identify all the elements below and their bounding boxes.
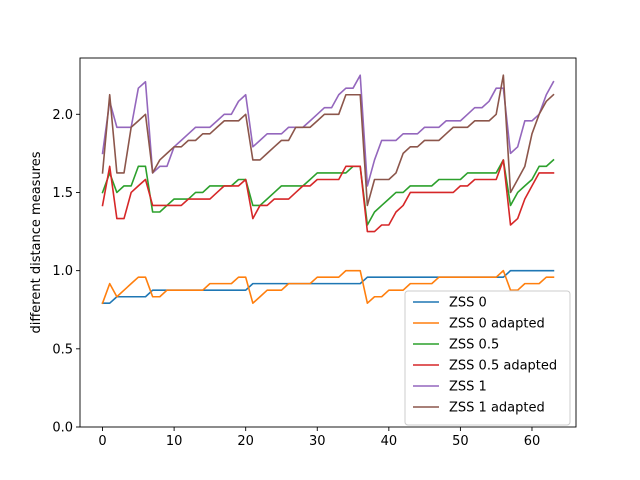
- legend-entry: ZSS 0: [449, 296, 487, 311]
- y-axis-label: different distance measures: [29, 151, 44, 333]
- series-line-5: [101, 74, 555, 187]
- y-tick-label: 1.0: [52, 264, 73, 279]
- series-layer: [101, 74, 555, 305]
- x-tick-label: 50: [452, 434, 469, 449]
- legend-entry: ZSS 0.5: [449, 338, 499, 353]
- x-tick-label: 30: [309, 434, 326, 449]
- y-tick-label: 1.5: [52, 186, 73, 201]
- legend: ZSS 0 ZSS 0 adapted ZSS 0.5 ZSS 0.5 adapted…: [404, 290, 571, 426]
- x-tick-label: 20: [237, 434, 254, 449]
- x-tick-label: 40: [381, 434, 398, 449]
- x-tick-label: 0: [98, 434, 106, 449]
- legend-box: [404, 290, 571, 426]
- legend-entry: ZSS 0 adapted: [449, 317, 545, 332]
- series-line-4: [101, 159, 555, 233]
- legend-entry: ZSS 1: [449, 380, 487, 395]
- axes-layer: 0 10 20 30 40 50 60 0.0 0.5 1.0 1.5 2.0: [52, 57, 577, 449]
- series-line-3: [101, 158, 555, 226]
- axes-frame: [79, 57, 577, 428]
- y-tick-label: 2.0: [52, 108, 73, 123]
- legend-entry: ZSS 0.5 adapted: [449, 359, 557, 374]
- series-line-2: [101, 269, 555, 305]
- series-line-6: [101, 74, 555, 207]
- y-tick-label: 0.0: [52, 421, 73, 436]
- y-tick-label: 0.5: [52, 342, 73, 357]
- x-tick-label: 60: [524, 434, 541, 449]
- legend-entry: ZSS 1 adapted: [449, 401, 545, 416]
- x-tick-label: 10: [166, 434, 183, 449]
